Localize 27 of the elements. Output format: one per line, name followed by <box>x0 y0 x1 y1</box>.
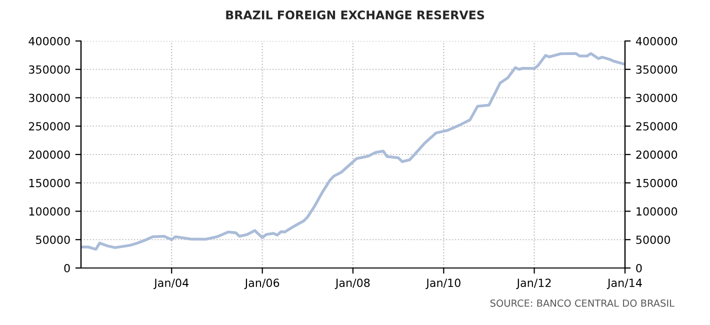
y2-tick-label: 50000 <box>636 236 670 244</box>
x-tick-label: Jan/10 <box>426 278 460 290</box>
y-tick-label: 300000 <box>29 94 70 102</box>
y-tick-label: 200000 <box>28 150 70 159</box>
y-tick-label: 250000 <box>28 122 70 131</box>
y2-tick-label: 400000 <box>636 36 678 46</box>
y-tick-label: 350000 <box>29 65 70 74</box>
x-tick-label: Jan/14 <box>606 278 642 290</box>
y2-tick-label: 250000 <box>636 122 678 131</box>
x-tick-label: Jan/08 <box>334 278 370 290</box>
y2-tick-label: 100000 <box>636 207 678 216</box>
y2-tick-label: 0 <box>636 264 642 272</box>
x-tick-label: Jan/06 <box>244 278 280 290</box>
chart-title: BRAZIL FOREIGN EXCHANGE RESERVES <box>226 10 484 20</box>
y-tick-label: 100000 <box>29 207 70 216</box>
y-tick-label: 0 <box>64 264 70 272</box>
y2-tick-label: 300000 <box>636 94 678 102</box>
source-note: SOURCE: BANCO CENTRAL DO BRASIL <box>490 299 674 307</box>
y2-tick-label: 350000 <box>636 65 678 74</box>
x-tick-label: Jan/12 <box>516 278 551 290</box>
y2-tick-label: 200000 <box>636 150 678 159</box>
y-tick-label: 400000 <box>28 36 70 46</box>
x-tick-label: Jan/04 <box>154 278 188 290</box>
line-series <box>81 52 625 251</box>
y2-tick-label: 150000 <box>636 178 678 188</box>
y-tick-label: 50000 <box>36 236 70 244</box>
y-tick-label: 150000 <box>29 178 70 188</box>
